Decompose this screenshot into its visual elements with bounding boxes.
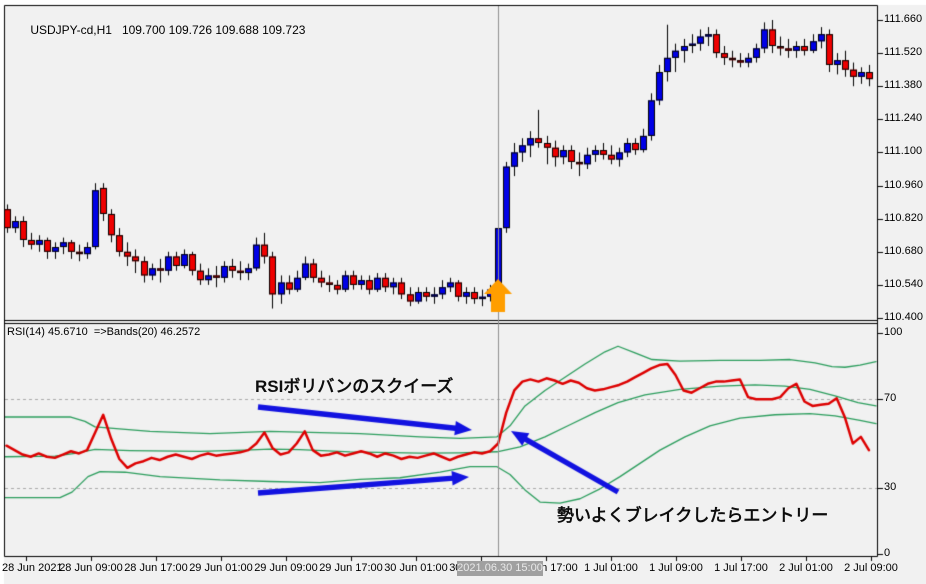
price-axis-label: 111.240 — [884, 112, 923, 125]
ohlc-values: 109.700 109.726 109.688 109.723 — [121, 23, 306, 37]
time-axis-label: 28 Jun 2021 — [2, 562, 63, 574]
time-axis-label: 1 Jul 17:00 — [714, 562, 768, 574]
rsi-axis-label: 30 — [884, 480, 897, 493]
price-axis-label: 110.960 — [884, 178, 923, 191]
annotation-squeeze: RSIボリバンのスクイーズ — [255, 377, 454, 396]
time-axis-label: 2 Jul 09:00 — [844, 562, 898, 574]
price-axis-label: 111.520 — [884, 46, 923, 59]
time-axis-label: 30 Jun 01:00 — [384, 562, 448, 574]
time-axis-label: 28 Jun 17:00 — [124, 562, 188, 574]
indicator-label: RSI(14) 45.6710 =>Bands(20) 46.2572 — [7, 326, 201, 338]
price-axis-label: 111.100 — [884, 145, 923, 158]
price-axis-label: 110.680 — [884, 244, 923, 257]
time-axis-label: 29 Jun 01:00 — [189, 562, 253, 574]
price-axis-label: 110.400 — [884, 311, 923, 323]
rsi-axis-label: 0 — [884, 547, 891, 559]
time-axis-label: 28 Jun 09:00 — [59, 562, 123, 574]
time-axis-label: 29 Jun 17:00 — [319, 562, 383, 574]
price-axis-label: 111.660 — [884, 13, 923, 25]
time-axis-label: 2 Jul 01:00 — [779, 562, 833, 574]
price-axis-label: 110.820 — [884, 211, 923, 224]
price-axis-label: 110.540 — [884, 277, 923, 290]
time-axis-label: 1 Jul 01:00 — [584, 562, 638, 574]
time-axis-label: 1 Jul 09:00 — [649, 562, 703, 574]
price-axis-label: 111.380 — [884, 79, 923, 92]
time-axis-label: 29 Jun 09:00 — [254, 562, 318, 574]
crosshair-time-tooltip: 2021.06.30 15:00 — [457, 561, 543, 576]
symbol-label: USDJPY-cd,H1 — [30, 23, 112, 37]
annotation-entry: 勢いよくブレイクしたらエントリー — [557, 506, 829, 525]
chart-title: USDJPY-cd,H1 109.700 109.726 109.688 109.… — [17, 9, 305, 51]
rsi-axis-label: 100 — [884, 326, 903, 338]
rsi-axis-label: 70 — [884, 392, 897, 405]
